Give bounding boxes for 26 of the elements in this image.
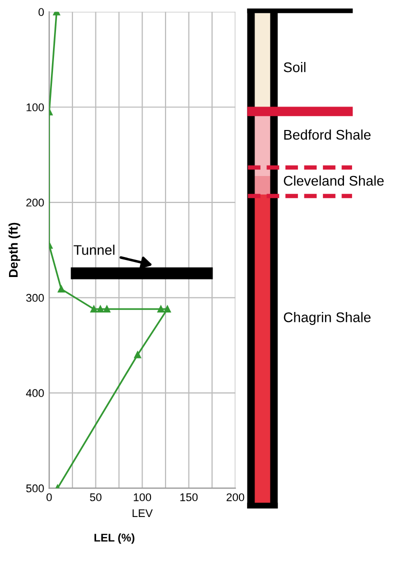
y-tick-label: 400 xyxy=(26,389,44,398)
y-tick-label: 500 xyxy=(26,484,44,492)
text: Cleveland Shale xyxy=(284,176,384,186)
point xyxy=(164,306,171,313)
y-tick-label: 200 xyxy=(26,198,44,207)
y-tick-label: 300 xyxy=(26,294,44,302)
point xyxy=(96,306,104,313)
x-tick-label: 100 xyxy=(134,493,152,502)
y-axis-title: Depth (ft) xyxy=(8,222,20,277)
point xyxy=(58,286,65,293)
text: Soil xyxy=(284,62,306,72)
x-tick-label: 0 xyxy=(46,493,52,502)
text: Bedford Shale xyxy=(284,130,371,140)
y-tick-label: 0 xyxy=(38,8,44,16)
x-tick-label: 50 xyxy=(90,493,102,502)
x-tick-label: 200 xyxy=(226,493,244,502)
x-axis-title: LEV xyxy=(132,509,153,517)
point xyxy=(134,351,142,358)
annotation: Tunnel xyxy=(74,244,114,255)
text: Chagrin Shale xyxy=(284,312,371,325)
y-tick-label: 100 xyxy=(26,103,44,112)
point xyxy=(157,306,164,313)
point xyxy=(103,306,110,313)
x-tick-label: 150 xyxy=(180,493,198,502)
point xyxy=(90,306,98,313)
text: LEL (%) xyxy=(94,533,134,544)
